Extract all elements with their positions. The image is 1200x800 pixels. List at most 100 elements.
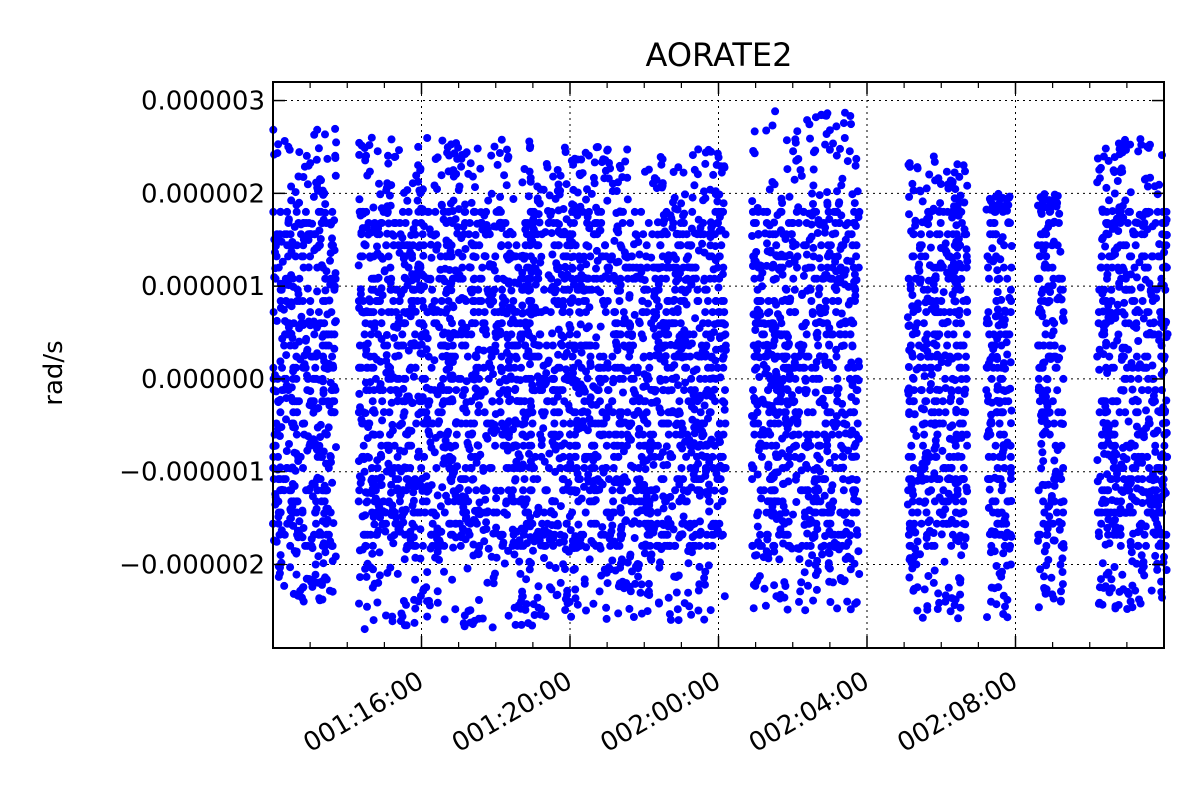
data-point: [418, 374, 427, 383]
data-point: [314, 144, 323, 153]
data-point: [943, 330, 952, 339]
data-point: [475, 374, 484, 383]
data-point: [818, 274, 827, 283]
data-point: [908, 397, 917, 406]
data-point: [510, 278, 519, 287]
data-point: [687, 224, 696, 233]
data-point: [462, 512, 471, 521]
data-point: [460, 622, 469, 631]
data-point: [508, 443, 517, 452]
data-point: [945, 452, 954, 461]
data-point: [688, 207, 697, 216]
data-point: [451, 330, 460, 339]
data-point: [852, 598, 861, 607]
data-point: [418, 230, 427, 239]
data-point: [556, 502, 565, 511]
data-point: [432, 319, 441, 328]
data-point: [809, 165, 818, 174]
data-point: [833, 419, 841, 428]
data-point: [330, 397, 339, 406]
data-point: [496, 192, 505, 201]
data-point: [433, 241, 442, 250]
data-point: [611, 308, 620, 317]
data-point: [765, 230, 774, 239]
y-axis-label: rad/s: [39, 340, 69, 405]
data-point: [544, 356, 553, 365]
data-point: [533, 230, 542, 239]
data-point: [665, 610, 674, 619]
data-point: [768, 121, 777, 130]
data-point: [411, 219, 420, 227]
data-point: [954, 234, 963, 243]
data-point: [630, 534, 639, 542]
data-point: [785, 374, 794, 383]
data-point: [416, 281, 424, 290]
data-point: [912, 329, 921, 337]
data-point: [687, 483, 696, 492]
data-point: [842, 541, 851, 550]
data-point: [274, 397, 283, 406]
data-point: [554, 521, 562, 530]
data-point: [590, 179, 599, 188]
data-point: [760, 584, 769, 593]
data-point: [757, 452, 766, 461]
data-point: [293, 530, 302, 539]
data-point: [951, 519, 960, 528]
data-point: [603, 145, 612, 154]
data-point: [542, 369, 551, 378]
data-point: [387, 480, 396, 489]
data-point: [576, 263, 585, 272]
data-point: [282, 415, 290, 424]
data-point: [295, 517, 304, 526]
data-point: [423, 334, 432, 343]
data-point: [634, 464, 643, 472]
data-point: [418, 541, 427, 550]
data-point: [426, 438, 435, 447]
data-point: [823, 200, 832, 209]
data-point: [467, 330, 476, 339]
data-point: [603, 297, 612, 305]
data-point: [461, 493, 470, 502]
data-point: [608, 556, 617, 565]
data-point: [331, 151, 340, 160]
data-point: [529, 475, 538, 484]
data-point: [823, 252, 832, 261]
data-point: [413, 452, 422, 461]
data-point: [814, 341, 823, 350]
data-point: [925, 230, 934, 239]
data-point: [782, 363, 791, 372]
data-point: [401, 252, 409, 261]
data-point: [832, 151, 841, 160]
data-point: [587, 400, 596, 409]
data-point: [365, 386, 374, 395]
data-point: [825, 358, 834, 367]
data-point: [361, 409, 370, 418]
data-point: [675, 230, 684, 239]
data-point: [454, 374, 463, 383]
data-point: [307, 230, 316, 239]
data-point: [719, 207, 728, 216]
data-point: [635, 317, 643, 326]
data-point: [508, 464, 517, 472]
data-point: [381, 527, 390, 536]
data-point: [617, 363, 625, 372]
data-point: [841, 508, 850, 517]
data-point: [501, 219, 510, 227]
data-point: [660, 327, 669, 336]
data-point: [480, 252, 489, 261]
data-point: [601, 308, 610, 317]
data-point: [522, 575, 531, 584]
data-point: [440, 277, 449, 286]
data-point: [792, 441, 801, 450]
data-point: [414, 177, 423, 186]
data-point: [614, 609, 623, 618]
data-point: [437, 171, 446, 180]
data-point: [823, 263, 832, 272]
data-point: [461, 535, 470, 544]
data-point: [663, 494, 672, 502]
data-point: [494, 308, 503, 317]
data-point: [392, 386, 401, 395]
data-point: [909, 230, 918, 239]
data-point: [376, 380, 385, 388]
data-point: [524, 619, 533, 628]
